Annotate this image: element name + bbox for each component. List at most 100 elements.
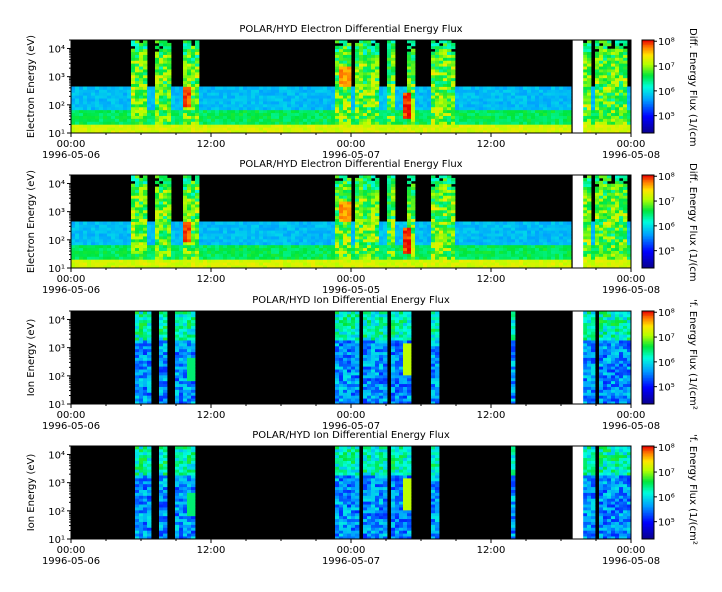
heatmap-cell — [407, 265, 412, 269]
heatmap-cell — [311, 256, 316, 260]
heatmap-cell — [375, 241, 380, 246]
heatmap-cell — [423, 92, 428, 96]
heatmap-cell — [315, 115, 320, 119]
heatmap-cell — [371, 198, 376, 202]
heatmap-cell — [71, 101, 76, 105]
heatmap-cell — [367, 86, 372, 90]
heatmap-cell — [467, 112, 472, 116]
heatmap-cell — [531, 118, 536, 122]
heatmap-cell — [187, 180, 192, 185]
heatmap-cell — [371, 241, 376, 246]
heatmap-cell — [143, 250, 148, 254]
heatmap-cell — [599, 127, 604, 131]
heatmap-cell — [179, 121, 184, 125]
heatmap-cell — [303, 256, 308, 260]
heatmap-cell — [307, 259, 312, 263]
heatmap-cell — [443, 215, 448, 219]
heatmap-cell — [603, 124, 608, 128]
heatmap-cell — [591, 127, 596, 131]
heatmap-cell — [147, 101, 152, 105]
heatmap-cell — [611, 63, 616, 67]
heatmap-cell — [139, 63, 144, 67]
heatmap-cell — [199, 98, 204, 102]
heatmap-cell — [311, 221, 316, 225]
heatmap-cell — [83, 98, 88, 102]
heatmap-cell — [591, 124, 596, 128]
heatmap-cell — [191, 57, 196, 61]
heatmap-cell — [79, 112, 84, 116]
heatmap-cell — [403, 95, 408, 99]
heatmap-cell — [391, 92, 396, 96]
heatmap-cell — [211, 89, 216, 93]
heatmap-cell — [303, 115, 308, 119]
heatmap-cell — [339, 51, 344, 55]
heatmap-cell — [411, 236, 416, 240]
heatmap-cell — [431, 115, 436, 119]
heatmap-cell — [619, 130, 624, 134]
heatmap-cell — [287, 233, 292, 237]
heatmap-cell — [163, 130, 168, 134]
heatmap-cell — [135, 236, 140, 240]
heatmap-cell — [447, 224, 452, 228]
heatmap-cell — [407, 74, 412, 79]
heatmap-cell — [339, 218, 344, 222]
heatmap-cell — [107, 92, 112, 96]
heatmap-cell — [347, 186, 352, 190]
heatmap-cell — [191, 186, 196, 190]
heatmap-cell — [107, 89, 112, 93]
heatmap-cell — [595, 69, 600, 73]
heatmap-cell — [127, 227, 132, 231]
heatmap-cell — [435, 115, 440, 119]
heatmap-cell — [435, 60, 440, 64]
heatmap-cell — [363, 127, 368, 131]
heatmap-cell — [355, 221, 360, 225]
heatmap-cell — [363, 204, 368, 208]
heatmap-cell — [143, 54, 148, 58]
heatmap-cell — [343, 244, 348, 249]
heatmap-cell — [263, 227, 268, 231]
heatmap-cell — [167, 230, 172, 234]
heatmap-cell — [439, 212, 444, 217]
heatmap-cell — [183, 89, 188, 93]
heatmap-cell — [447, 180, 452, 185]
heatmap-cell — [283, 115, 288, 119]
heatmap-cell — [339, 192, 344, 196]
heatmap-cell — [483, 92, 488, 96]
heatmap-cell — [591, 86, 596, 90]
heatmap-cell — [343, 127, 348, 131]
heatmap-cell — [379, 253, 384, 257]
heatmap-cell — [387, 74, 392, 79]
heatmap-cell — [595, 42, 600, 47]
heatmap-cell — [595, 121, 600, 125]
heatmap-cell — [387, 230, 392, 234]
heatmap-cell — [611, 92, 616, 96]
heatmap-cell — [343, 192, 348, 196]
heatmap-cell — [135, 253, 140, 257]
heatmap-cell — [515, 115, 520, 119]
heatmap-cell — [359, 98, 364, 102]
heatmap-cell — [435, 215, 440, 219]
heatmap-cell — [503, 124, 508, 128]
heatmap-cell — [139, 262, 144, 266]
heatmap-cell — [131, 227, 136, 231]
heatmap-cell — [603, 42, 608, 47]
heatmap-cell — [323, 250, 328, 254]
heatmap-cell — [387, 209, 392, 214]
heatmap-cell — [127, 238, 132, 243]
heatmap-cell — [435, 101, 440, 105]
heatmap-cell — [335, 195, 340, 199]
heatmap-cell — [611, 95, 616, 99]
heatmap-cell — [199, 101, 204, 105]
heatmap-cell — [339, 201, 344, 205]
heatmap-cell — [251, 109, 256, 114]
heatmap-cell — [159, 57, 164, 61]
heatmap-cell — [263, 106, 268, 111]
heatmap-cell — [363, 265, 368, 269]
heatmap-cell — [191, 233, 196, 237]
colorbar-segment — [642, 123, 654, 126]
heatmap-cell — [619, 127, 624, 131]
heatmap-cell — [583, 118, 588, 122]
heatmap-cell — [347, 195, 352, 199]
heatmap-cell — [267, 86, 272, 90]
heatmap-cell — [479, 109, 484, 114]
